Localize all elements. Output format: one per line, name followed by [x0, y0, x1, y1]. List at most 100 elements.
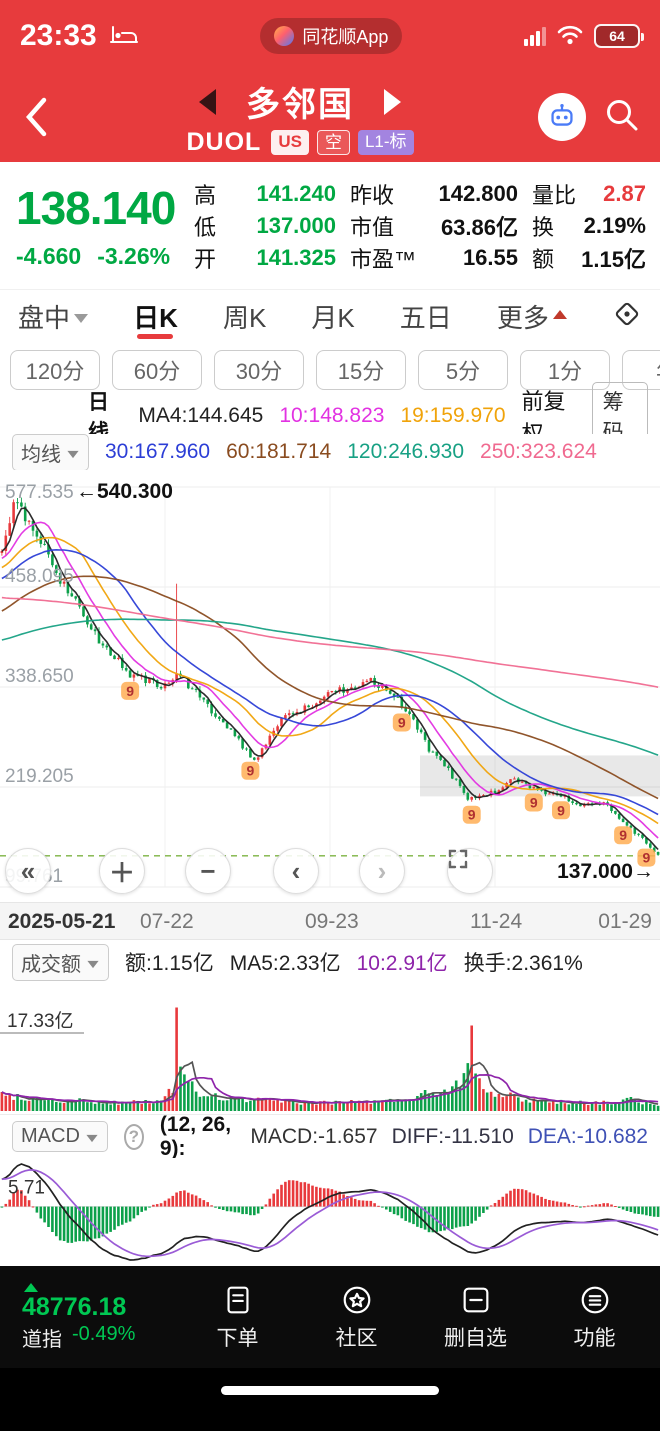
pan-left-button[interactable]: ‹: [273, 848, 319, 894]
chevron-down-icon: [87, 960, 99, 968]
kline-legend-row2: 均线 30:167.960 60:181.714 120:246.930 250:32…: [0, 433, 660, 471]
quote-row-额: 额 1.15亿: [532, 242, 646, 274]
svg-text:458.095: 458.095: [5, 566, 74, 587]
kline-chart[interactable]: 99999999577.535458.095338.650219.20599.7…: [0, 470, 660, 902]
kline-x-axis: 2025-05-21 07-22 09-23 11-24 01-29: [0, 902, 660, 940]
fullscreen-button[interactable]: [447, 848, 493, 894]
search-icon[interactable]: [602, 95, 642, 140]
tab-盘中[interactable]: 盘中: [16, 290, 90, 342]
quote-col-hlo: 高 141.240 低 137.000 开 141.325: [194, 172, 336, 279]
x-axis-label: 11-24: [470, 910, 523, 933]
index-change: -0.49%: [72, 1322, 136, 1345]
svg-text:9: 9: [468, 807, 476, 823]
minute-tab-5分[interactable]: 5分: [418, 350, 508, 390]
quote-panel: 138.140 -4.660 -3.26% 高 141.240 低 137.000 开 1…: [0, 162, 660, 290]
minute-tab-60分[interactable]: 60分: [112, 350, 202, 390]
volume-stat: 换手:2.361%: [463, 952, 583, 975]
x-axis-label: 01-29: [598, 910, 652, 933]
tab-日K[interactable]: 日K: [131, 290, 180, 342]
signal-icon: [523, 26, 546, 46]
stock-title: 多邻国: [246, 86, 354, 124]
nav-item-label: 下单: [216, 1326, 259, 1350]
tab-更多[interactable]: 更多: [495, 290, 569, 342]
nav-item-下单[interactable]: 下单: [178, 1283, 297, 1352]
minute-tab-30分[interactable]: 30分: [214, 350, 304, 390]
svg-text:17.33亿: 17.33亿: [7, 1010, 74, 1032]
wifi-icon: [556, 22, 584, 51]
stock-symbol: DUOL: [186, 128, 262, 156]
clock: 23:33: [20, 19, 97, 52]
stock-badge-US: US: [271, 130, 309, 155]
nav-item-功能[interactable]: 功能: [535, 1283, 654, 1352]
app-name: 同花顺App: [302, 27, 389, 47]
app-pill[interactable]: 同花顺App: [260, 18, 403, 54]
volume-header: 成交额 额:1.15亿 MA5:2.33亿 10:2.91亿 换手:2.361%: [0, 940, 660, 984]
volume-chart[interactable]: 17.33亿: [0, 984, 660, 1114]
tab-label: 日K: [133, 302, 178, 333]
quote-label: 市盈™: [350, 247, 417, 272]
zoom-out-button[interactable]: −: [185, 848, 231, 894]
minute-tab-120分[interactable]: 120分: [10, 350, 100, 390]
chevron-down-icon: [86, 1134, 98, 1143]
minute-tab-15分[interactable]: 15分: [316, 350, 406, 390]
macd-chart[interactable]: 5.71: [0, 1158, 660, 1266]
home-indicator[interactable]: [221, 1386, 439, 1395]
svg-text:219.205: 219.205: [5, 766, 74, 787]
chevron-down-icon: [67, 450, 79, 458]
app-logo: [274, 26, 295, 46]
index-quote-dow[interactable]: 48776.18 道指 -0.49%: [6, 1282, 178, 1352]
stock-badge-空: 空: [316, 130, 350, 155]
battery-icon: 64: [593, 24, 644, 48]
kline-settings-icon[interactable]: [610, 297, 644, 336]
quote-value: 2.87: [603, 181, 646, 206]
assistant-robot-icon[interactable]: [538, 93, 586, 141]
community-icon: [340, 1283, 374, 1317]
quote-col-activity: 量比 2.87 换 2.19% 额 1.15亿: [532, 172, 646, 279]
status-bar: 23:33 同花顺App: [0, 0, 660, 72]
macd-stat: DEA:-10.682: [527, 1124, 648, 1148]
back-button[interactable]: [10, 95, 62, 139]
fullscreen-icon: [448, 849, 468, 869]
index-up-triangle-icon: [24, 1282, 38, 1292]
tab-label: 盘中: [18, 302, 71, 333]
next-stock-button[interactable]: [384, 88, 401, 115]
kline-toolbar: « ＋ − ‹ ›: [0, 848, 660, 896]
quote-label: 额: [532, 247, 555, 272]
tab-五日[interactable]: 五日: [398, 290, 454, 342]
minute-tab-年[interactable]: 年: [622, 350, 660, 390]
quote-row-低: 低 137.000: [194, 210, 336, 242]
nav-item-社区[interactable]: 社区: [297, 1283, 416, 1352]
ma-legend-item: MA4:144.645: [138, 404, 264, 427]
ma-legend-item: 120:246.930: [347, 440, 465, 463]
macd-indicator-button[interactable]: MACD: [12, 1121, 108, 1152]
period-tab-bar: 盘中 日K 周K 月K 五日 更多: [0, 290, 660, 342]
pan-right-button[interactable]: ›: [359, 848, 405, 894]
svg-text:←540.300: ←540.300: [76, 480, 173, 503]
tab-月K[interactable]: 月K: [309, 290, 356, 342]
svg-text:9: 9: [619, 827, 627, 843]
ma-legend-item: 250:323.624: [480, 440, 597, 463]
last-price: 138.140: [16, 182, 176, 234]
svg-text:9: 9: [398, 715, 406, 731]
quote-label: 换: [532, 215, 555, 240]
nav-item-删自选[interactable]: 删自选: [416, 1283, 535, 1352]
ma-selector-button[interactable]: 均线: [12, 433, 89, 471]
quote-value: 141.240: [256, 181, 336, 206]
volume-indicator-button[interactable]: 成交额: [12, 943, 109, 981]
quote-row-高: 高 141.240: [194, 178, 336, 210]
tab-周K[interactable]: 周K: [221, 290, 268, 342]
svg-text:5.71: 5.71: [8, 1177, 45, 1198]
quote-label: 市值: [350, 215, 395, 240]
prev-stock-button[interactable]: [199, 88, 216, 115]
kline-canvas[interactable]: 99999999577.535458.095338.650219.20599.7…: [0, 470, 660, 902]
help-icon[interactable]: ?: [123, 1123, 144, 1150]
stock-subtitle: DUOL US 空 L1-标: [186, 128, 414, 157]
tab-label: 周K: [222, 302, 267, 333]
nav-item-label: 删自选: [444, 1326, 507, 1350]
order-icon: [221, 1283, 255, 1317]
collapse-toolbar-button[interactable]: «: [5, 848, 51, 894]
zoom-in-button[interactable]: ＋: [99, 848, 145, 894]
back-chevron-icon: [25, 97, 47, 137]
